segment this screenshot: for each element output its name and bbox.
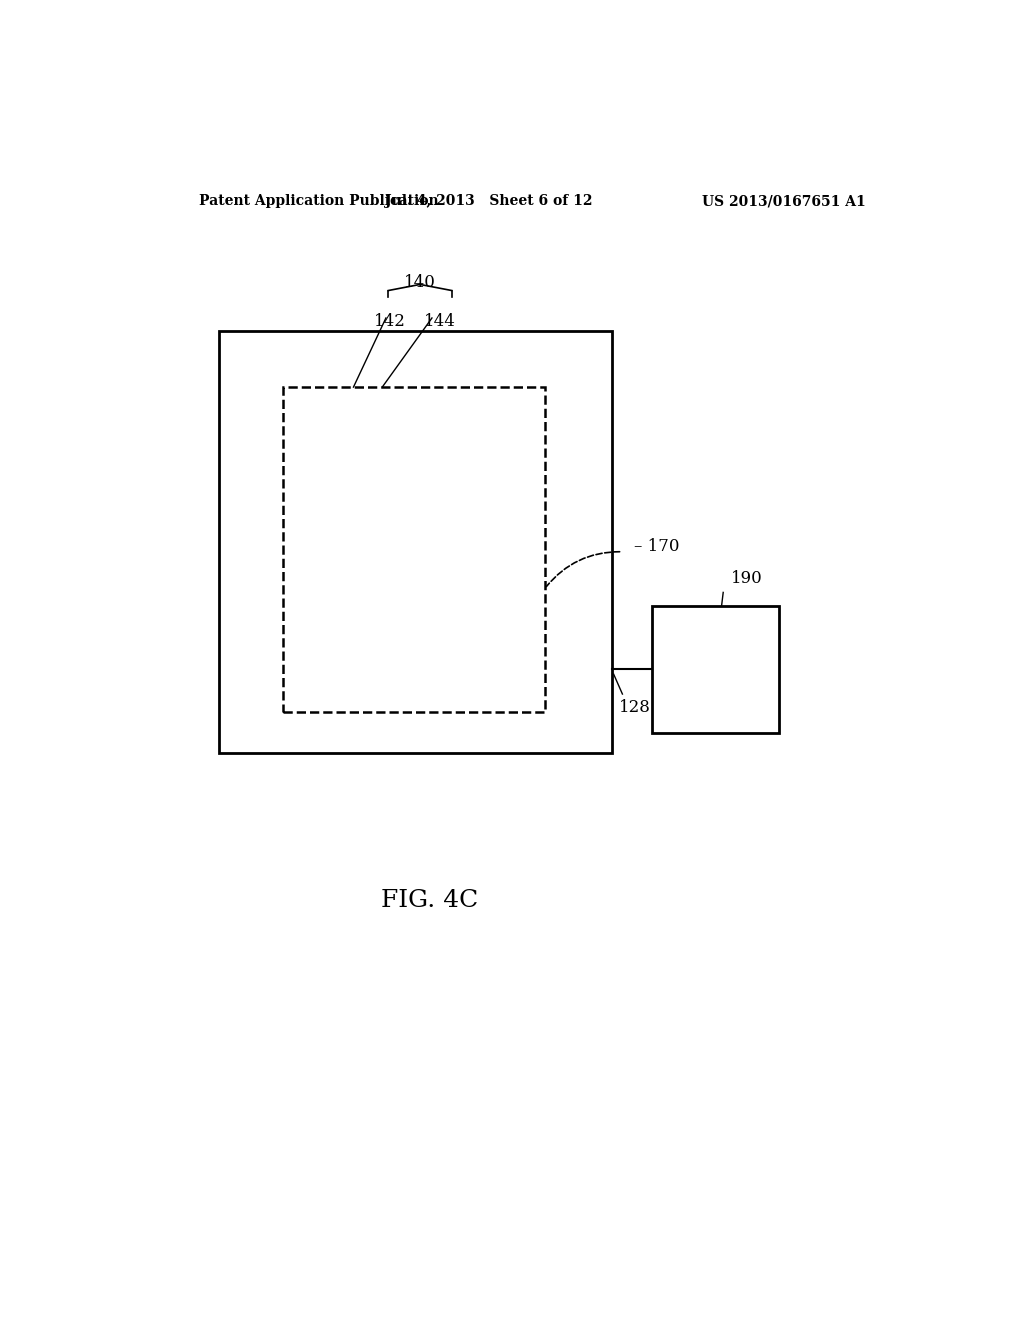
Text: 140: 140 xyxy=(404,273,436,290)
Bar xyxy=(283,387,545,713)
Text: 128: 128 xyxy=(618,700,650,717)
Text: 190: 190 xyxy=(731,570,763,587)
Text: 142: 142 xyxy=(374,313,406,330)
Text: 144: 144 xyxy=(424,313,456,330)
Text: Jul. 4, 2013   Sheet 6 of 12: Jul. 4, 2013 Sheet 6 of 12 xyxy=(385,194,593,209)
Text: Patent Application Publication: Patent Application Publication xyxy=(200,194,439,209)
Text: US 2013/0167651 A1: US 2013/0167651 A1 xyxy=(702,194,866,209)
Text: – 170: – 170 xyxy=(634,539,680,556)
Bar xyxy=(652,606,779,733)
Bar xyxy=(219,331,612,752)
Text: FIG. 4C: FIG. 4C xyxy=(381,888,478,912)
